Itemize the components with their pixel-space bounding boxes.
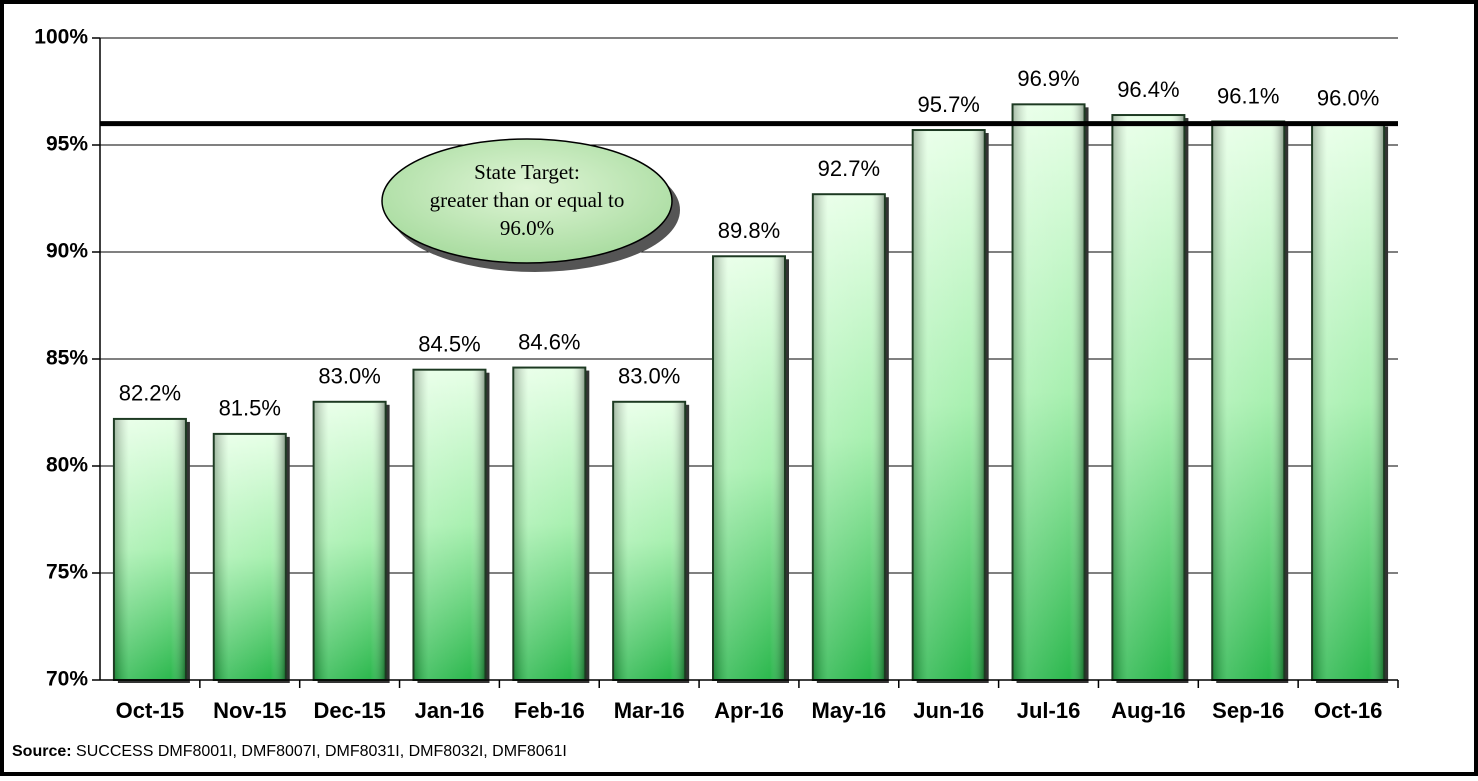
bar-bevel — [1113, 116, 1184, 680]
bar-bevel — [514, 368, 585, 679]
source-label: Source: — [12, 743, 72, 760]
labels: 70% 75% 80% 85% 90% 95% 100% Oct-15 82.2% Nov-15 8… — [34, 26, 1398, 723]
value-label: 89.8% — [718, 218, 780, 243]
x-tick-label: Dec-15 — [314, 698, 386, 723]
bars — [112, 103, 1389, 684]
x-tick-label: Mar-16 — [614, 698, 685, 723]
annotation-text: State Target: — [474, 160, 580, 184]
annotation-text: greater than or equal to — [430, 188, 625, 212]
x-tick-label: Jun-16 — [913, 698, 984, 723]
y-tick-label: 80% — [46, 454, 88, 477]
value-label: 84.5% — [418, 332, 480, 357]
bar-bevel — [214, 434, 285, 679]
bar-bevel — [813, 195, 884, 679]
bar-bevel — [414, 370, 485, 679]
x-tick-label: Jul-16 — [1017, 698, 1081, 723]
y-tick-label: 75% — [46, 561, 88, 584]
annotation-text: 96.0% — [500, 216, 554, 240]
x-tick-label: Jan-16 — [415, 698, 485, 723]
source: SUCCESS DMF8001I, DMF8007I, DMF8031I, DM… — [76, 743, 567, 760]
bar-bevel — [114, 419, 185, 679]
y-tick-label: 95% — [46, 133, 88, 156]
value-label: 96.9% — [1017, 66, 1079, 91]
x-tick-label: Feb-16 — [514, 698, 585, 723]
x-tick-label: May-16 — [812, 698, 887, 723]
value-label: 82.2% — [119, 381, 181, 406]
x-tick-label: Aug-16 — [1111, 698, 1186, 723]
value-label: 96.4% — [1117, 77, 1179, 102]
x-tick-label: Nov-15 — [213, 698, 286, 723]
x-tick-label: Apr-16 — [714, 698, 784, 723]
annotation-ellipse — [381, 138, 673, 264]
bar-bevel — [1013, 105, 1084, 680]
x-tick-label: Oct-16 — [1314, 698, 1382, 723]
value-label: 96.0% — [1317, 85, 1379, 110]
value-label: 81.5% — [219, 396, 281, 421]
x-tick-label: Sep-16 — [1212, 698, 1284, 723]
value-label: 95.7% — [917, 92, 979, 117]
bar-bevel — [1213, 122, 1284, 679]
bar-bevel — [314, 402, 385, 679]
bar-bevel — [614, 402, 685, 679]
value-label: 92.7% — [818, 156, 880, 181]
bar-bevel — [913, 131, 984, 679]
y-tick-label: 85% — [46, 347, 88, 370]
y-tick-label: 70% — [46, 668, 88, 691]
y-tick-label: 100% — [34, 26, 88, 49]
bar-bevel — [714, 257, 784, 679]
value-label: 83.0% — [318, 364, 380, 389]
y-tick-label: 90% — [46, 240, 88, 263]
value-label: 84.6% — [518, 329, 580, 354]
bar-bevel — [1313, 124, 1384, 680]
value-label: 83.0% — [618, 364, 680, 389]
source-text: Source: SUCCESS DMF8001I, DMF8007I, DMF8… — [12, 743, 567, 760]
value-label: 96.1% — [1217, 83, 1279, 108]
x-tick-label: Oct-15 — [116, 698, 184, 723]
annotation: State Target: greater than or equal to 9… — [381, 138, 680, 272]
